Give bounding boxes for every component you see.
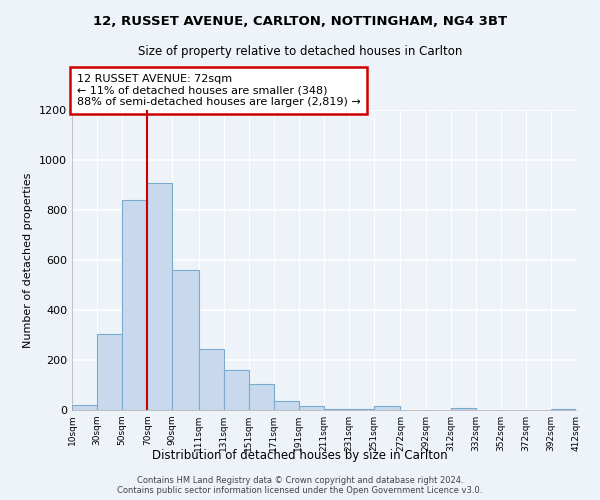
- Text: Contains public sector information licensed under the Open Government Licence v3: Contains public sector information licen…: [118, 486, 482, 495]
- Bar: [249, 384, 274, 410]
- Bar: [122, 200, 147, 410]
- Bar: [374, 406, 400, 410]
- Bar: [274, 400, 299, 410]
- Bar: [199, 349, 224, 410]
- Bar: [349, 409, 374, 410]
- Y-axis label: Number of detached properties: Number of detached properties: [23, 172, 34, 348]
- Text: Contains HM Land Registry data © Crown copyright and database right 2024.: Contains HM Land Registry data © Crown c…: [137, 476, 463, 485]
- Bar: [299, 406, 324, 410]
- Bar: [451, 408, 476, 410]
- Bar: [147, 182, 172, 410]
- Text: Distribution of detached houses by size in Carlton: Distribution of detached houses by size …: [152, 448, 448, 462]
- Bar: [224, 370, 249, 410]
- Text: Size of property relative to detached houses in Carlton: Size of property relative to detached ho…: [138, 45, 462, 58]
- Bar: [97, 334, 122, 410]
- Bar: [72, 405, 97, 410]
- Text: 12, RUSSET AVENUE, CARLTON, NOTTINGHAM, NG4 3BT: 12, RUSSET AVENUE, CARLTON, NOTTINGHAM, …: [93, 15, 507, 28]
- Bar: [172, 270, 199, 410]
- Text: 12 RUSSET AVENUE: 72sqm
← 11% of detached houses are smaller (348)
88% of semi-d: 12 RUSSET AVENUE: 72sqm ← 11% of detache…: [77, 74, 361, 107]
- Bar: [324, 409, 349, 410]
- Bar: [551, 409, 576, 410]
